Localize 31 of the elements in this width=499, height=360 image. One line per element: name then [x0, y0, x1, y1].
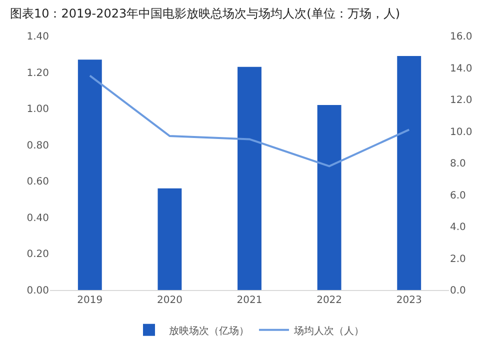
x-tick-label: 2019 [77, 295, 103, 306]
y2-tick-label: 8.0 [450, 158, 466, 170]
x-tick-label: 2020 [156, 295, 182, 306]
y-tick-label: 1.40 [26, 32, 49, 42]
y-tick-label: 1.00 [26, 104, 49, 116]
y2-tick-label: 6.0 [450, 190, 466, 202]
y2-tick-label: 10.0 [450, 126, 472, 138]
y2-tick-label: 12.0 [450, 95, 472, 106]
y2-tick-label: 16.0 [450, 32, 472, 42]
bar [317, 104, 342, 290]
x-tick-label: 2021 [236, 295, 262, 306]
y2-tick-label: 14.0 [450, 63, 472, 74]
x-tick-label: 2023 [396, 295, 422, 306]
y-tick-label: 0.60 [26, 176, 49, 188]
y2-tick-label: 0.0 [450, 286, 466, 296]
legend-label: 场均人次（人） [293, 324, 364, 337]
x-tick-label: 2022 [316, 295, 342, 306]
bar [397, 56, 422, 290]
y-tick-label: 0.00 [26, 286, 49, 296]
y-tick-label: 0.80 [26, 140, 49, 152]
y2-tick-label: 2.0 [450, 254, 466, 265]
y-tick-label: 0.40 [26, 212, 49, 224]
bar [238, 66, 262, 290]
bar [158, 188, 182, 290]
line-series [88, 74, 410, 168]
y2-tick-label: 4.0 [450, 222, 466, 233]
legend-label: 放映场次（亿场） [169, 324, 249, 337]
y-tick-label: 1.20 [26, 68, 49, 79]
bar [78, 60, 102, 290]
chart-title: 图表10：2019-2023年中国电影放映总场次与场均人次(单位：万场，人) [10, 6, 400, 20]
y-tick-label: 0.20 [26, 249, 49, 260]
